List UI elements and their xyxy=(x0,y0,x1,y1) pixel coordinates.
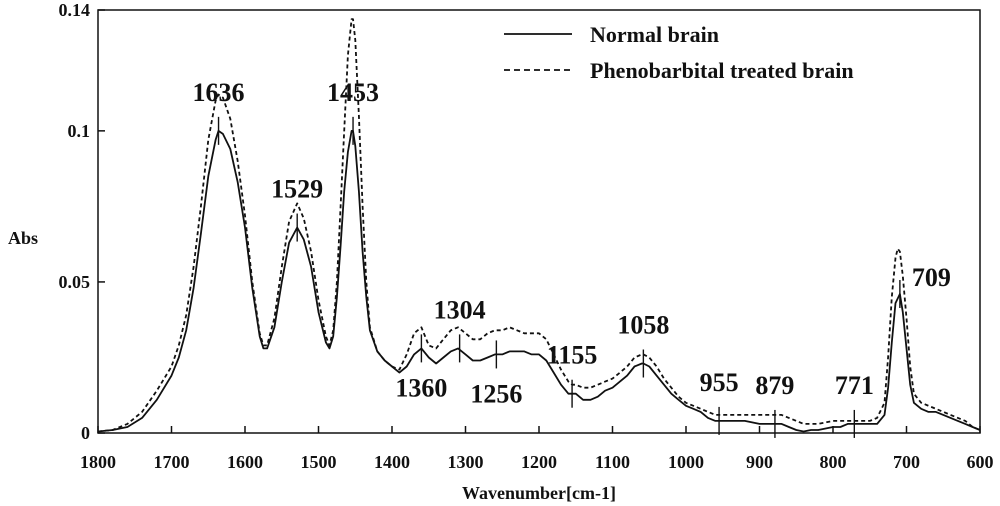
peak-label-771: 771 xyxy=(835,371,874,400)
y-axis: 0 0.05 0.1 0.14 xyxy=(59,0,105,443)
x-tick-label: 800 xyxy=(820,452,847,472)
x-tick-label: 1500 xyxy=(301,452,337,472)
x-tick-label: 1800 xyxy=(80,452,116,472)
legend-label-phenobarbital-brain: Phenobarbital treated brain xyxy=(590,58,854,83)
peak-label-1453: 1453 xyxy=(327,78,379,107)
peak-label-1529: 1529 xyxy=(271,175,323,204)
peak-label-955: 955 xyxy=(700,368,739,397)
x-tick-label: 1100 xyxy=(595,452,630,472)
legend: Normal brain Phenobarbital treated brain xyxy=(504,22,854,83)
x-tick-label: 1600 xyxy=(227,452,263,472)
peak-label-1058: 1058 xyxy=(617,311,669,340)
peak-label-1360: 1360 xyxy=(395,373,447,402)
peak-label-1304: 1304 xyxy=(434,295,486,324)
x-tick-label: 1000 xyxy=(668,452,704,472)
peak-label-709: 709 xyxy=(912,263,951,292)
x-axis: 1800 1700 1600 1500 1400 1300 1200 1100 1000 900 8… xyxy=(80,426,994,472)
x-axis-title: Wavenumber[cm-1] xyxy=(462,483,616,503)
x-tick-label: 1400 xyxy=(374,452,410,472)
x-tick-label: 900 xyxy=(746,452,773,472)
y-tick-label: 0.1 xyxy=(68,121,91,141)
x-tick-label: 600 xyxy=(967,452,994,472)
x-tick-label: 1700 xyxy=(154,452,190,472)
x-tick-label: 700 xyxy=(893,452,920,472)
x-tick-label: 1300 xyxy=(448,452,484,472)
legend-label-normal-brain: Normal brain xyxy=(590,22,719,47)
peak-label-1636: 1636 xyxy=(193,78,245,107)
y-tick-label: 0.05 xyxy=(59,272,91,292)
y-tick-label: 0.14 xyxy=(59,0,91,20)
peak-label-1256: 1256 xyxy=(470,379,522,408)
peak-label-879: 879 xyxy=(755,371,794,400)
y-axis-title: Abs xyxy=(8,228,38,248)
peak-label-1155: 1155 xyxy=(547,341,598,370)
peak-markers: 1636 1529 1453 1360 1304 1256 1155 1058 955 879 77… xyxy=(193,78,951,438)
y-tick-label: 0 xyxy=(81,423,90,443)
x-tick-label: 1200 xyxy=(521,452,557,472)
